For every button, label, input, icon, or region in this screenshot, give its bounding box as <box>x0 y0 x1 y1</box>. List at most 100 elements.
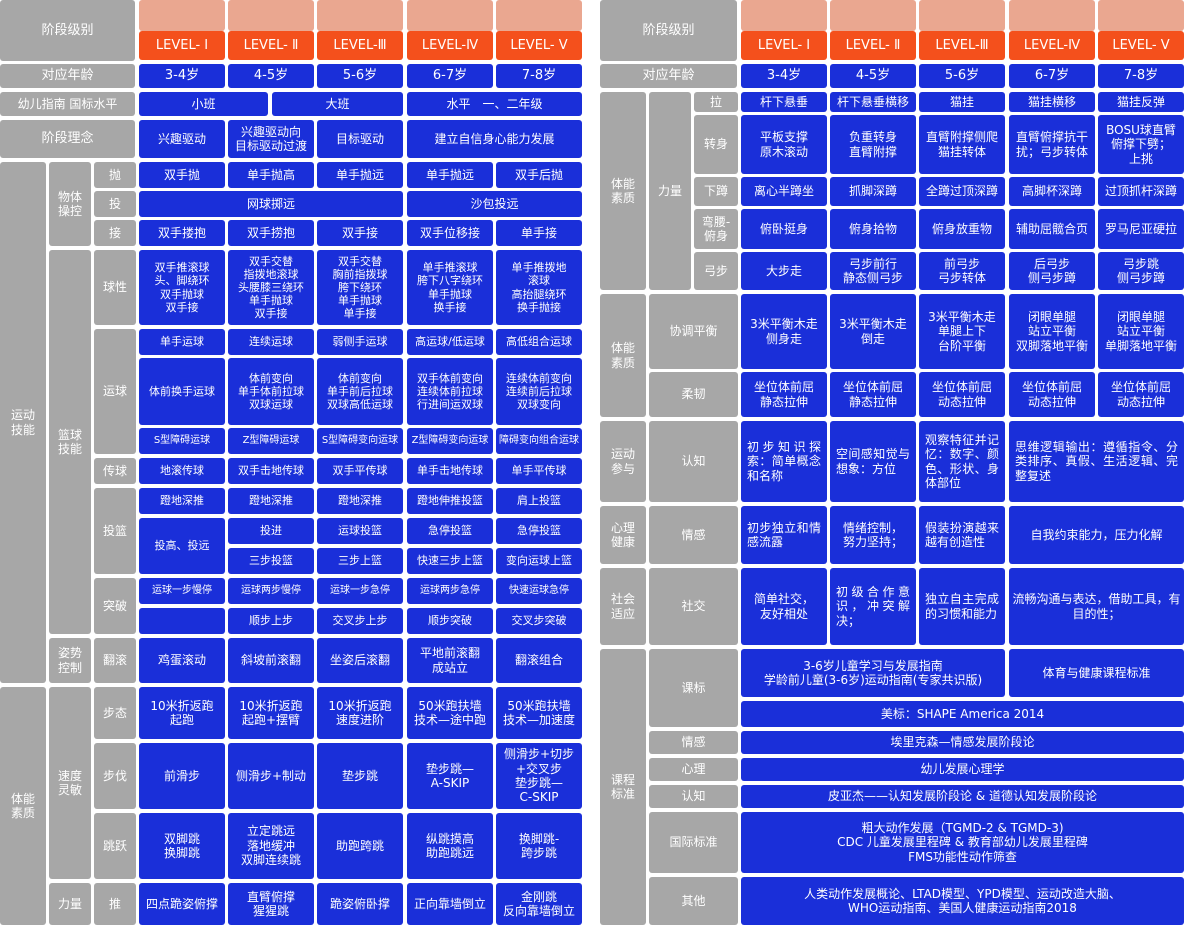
roll-cell: 斜坡前滚翻 <box>228 638 314 683</box>
step-cell: 垫步跳 <box>317 743 403 809</box>
level-tab-top <box>830 0 916 31</box>
shoot-cell: 蹬地深推 <box>139 488 225 514</box>
squat-cell: 过顶抓杆深蹲 <box>1098 177 1184 206</box>
level-tab-right-5: LEVEL- Ⅴ <box>1098 31 1184 60</box>
shoot-cell: 投进 <box>228 518 314 544</box>
item-coordination: 协调平衡 <box>649 294 738 369</box>
guideline-cell: 大班 <box>272 92 403 116</box>
category-posture: 姿势 控制 <box>49 638 91 683</box>
pull-cell: 猫挂反弹 <box>1098 92 1184 112</box>
guideline-label: 幼儿指南 国标水平 <box>0 92 135 116</box>
pass-cell: 单手击地传球 <box>407 458 493 484</box>
age-cell: 6-7岁 <box>1009 64 1095 88</box>
concept-cell: 兴趣驱动 <box>139 120 225 158</box>
dribble-cell: 双手体前变向 连续体前拉球 行进间运双球 <box>407 358 493 425</box>
item-pass: 传球 <box>94 458 136 484</box>
age-cell: 3-4岁 <box>741 64 827 88</box>
dribble-cell: 单手运球 <box>139 329 225 355</box>
break-cell: 交叉步突破 <box>496 608 582 634</box>
break-cell: 交叉步上步 <box>317 608 403 634</box>
item-cognition: 认知 <box>649 421 738 502</box>
age-cell: 7-8岁 <box>496 64 582 88</box>
age-cell: 3-4岁 <box>139 64 225 88</box>
dribble-cell: 体前变向 单手前后拉球 双球高低运球 <box>317 358 403 425</box>
jump-cell: 助跑跨跳 <box>317 813 403 879</box>
shoot-cell: 投高、投远 <box>139 518 225 574</box>
roll-cell: 平地前滚翻 成站立 <box>407 638 493 683</box>
pass-cell: 地滚传球 <box>139 458 225 484</box>
age-cell: 4-5岁 <box>830 64 916 88</box>
catch-cell: 双手搂抱 <box>139 220 225 246</box>
item-psychology: 心理 <box>649 758 738 781</box>
lunge-cell: 弓步前行 静态侧弓步 <box>830 252 916 290</box>
level-tab-2: LEVEL- Ⅱ <box>228 31 314 60</box>
catch-cell: 单手接 <box>496 220 582 246</box>
break-cell: 运球两步急停 <box>407 578 493 604</box>
dribble-cell: 连续体前变向 连续前后拉球 双球变向 <box>496 358 582 425</box>
ballfeel-cell: 双手推滚球 头、脚绕环 双手抛球 双手接 <box>139 250 225 325</box>
item-roll: 翻滚 <box>94 638 136 683</box>
concept-cell: 目标驱动 <box>317 120 403 158</box>
lunge-cell: 前弓步 弓步转体 <box>919 252 1005 290</box>
break-cell: 顺步上步 <box>228 608 314 634</box>
item-ballfeel: 球性 <box>94 250 136 325</box>
soc-cell: 流畅沟通与表达，借助工具，有目的性； <box>1009 568 1184 645</box>
stride-cell: 50米跑扶墙 技术—途中跑 <box>407 687 493 739</box>
jump-cell: 纵跳摸高 助跑跳远 <box>407 813 493 879</box>
shoot-cell: 蹬地伸推投篮 <box>407 488 493 514</box>
age-label: 对应年龄 <box>0 64 135 88</box>
category-fitness-2: 体能 素质 <box>600 294 646 417</box>
dribble-cell: 弱侧手运球 <box>317 329 403 355</box>
break-cell: 快速运球急停 <box>496 578 582 604</box>
level-tab-1: LEVEL- Ⅰ <box>139 31 225 60</box>
soc-cell: 初级合作意识，冲突解决； <box>830 568 916 645</box>
item-shoot: 投篮 <box>94 488 136 574</box>
coord-cell: 3米平衡木走 单腿上下 台阶平衡 <box>919 294 1005 369</box>
break-cell <box>139 608 225 634</box>
ballfeel-cell: 单手推拨地 滚球 高抬腿绕环 换手抛接 <box>496 250 582 325</box>
lunge-cell: 后弓步 侧弓步蹲 <box>1009 252 1095 290</box>
stride-cell: 50米跑扶墙 技术—加速度 <box>496 687 582 739</box>
hinge-cell: 俯身拾物 <box>830 209 916 249</box>
item-standard: 课标 <box>649 649 738 727</box>
item-cognition-2: 认知 <box>649 785 738 808</box>
concept-cell: 兴趣驱动向 目标驱动过渡 <box>228 120 314 158</box>
catch-cell: 双手接 <box>317 220 403 246</box>
dribble-cell: S型障碍运球 <box>139 428 225 454</box>
hinge-cell: 俯卧挺身 <box>741 209 827 249</box>
pull-cell: 杆下悬垂横移 <box>830 92 916 112</box>
break-cell: 运球一步急停 <box>317 578 403 604</box>
emo-cell: 自我约束能力，压力化解 <box>1009 506 1184 564</box>
dribble-cell: 高低组合运球 <box>496 329 582 355</box>
item-flexibility: 柔韧 <box>649 372 738 417</box>
toss-cell: 沙包投远 <box>407 191 582 217</box>
level-tab-top <box>741 0 827 31</box>
pull-cell: 杆下悬垂 <box>741 92 827 112</box>
turn-cell: 直臂附撑侧爬 猫挂转体 <box>919 115 1005 174</box>
std-cell: 美标：SHAPE America 2014 <box>741 701 1184 727</box>
ballfeel-cell: 双手交替 胸前指拨球 胯下绕环 单手抛球 单手接 <box>317 250 403 325</box>
item-other: 其他 <box>649 877 738 925</box>
coord-cell: 3米平衡木走 侧身走 <box>741 294 827 369</box>
throw-cell: 单手抛高 <box>228 162 314 188</box>
level-tab-5: LEVEL- Ⅴ <box>496 31 582 60</box>
item-pull: 拉 <box>694 92 738 112</box>
level-tab-right-3: LEVEL-Ⅲ <box>919 31 1005 60</box>
dribble-cell: 连续运球 <box>228 329 314 355</box>
flex-cell: 坐位体前屈 静态拉伸 <box>830 372 916 417</box>
shoot-cell: 运球投篮 <box>317 518 403 544</box>
coord-cell: 闭眼单腿 站立平衡 双脚落地平衡 <box>1009 294 1095 369</box>
item-toss: 投 <box>94 191 136 217</box>
jump-cell: 换脚跳- 跨步跳 <box>496 813 582 879</box>
coord-cell: 闭眼单腿 站立平衡 单脚落地平衡 <box>1098 294 1184 369</box>
dribble-cell: Z型障碍运球 <box>228 428 314 454</box>
toss-cell: 网球掷远 <box>139 191 403 217</box>
item-breakthrough: 突破 <box>94 578 136 634</box>
emo-cell: 假装扮演越来越有创造性 <box>919 506 1005 564</box>
category-strength: 力量 <box>649 92 691 290</box>
item-jump: 跳跃 <box>94 813 136 879</box>
pass-cell: 单手平传球 <box>496 458 582 484</box>
shoot-cell: 肩上投篮 <box>496 488 582 514</box>
std-cell: 体育与健康课程标准 <box>1009 649 1184 697</box>
